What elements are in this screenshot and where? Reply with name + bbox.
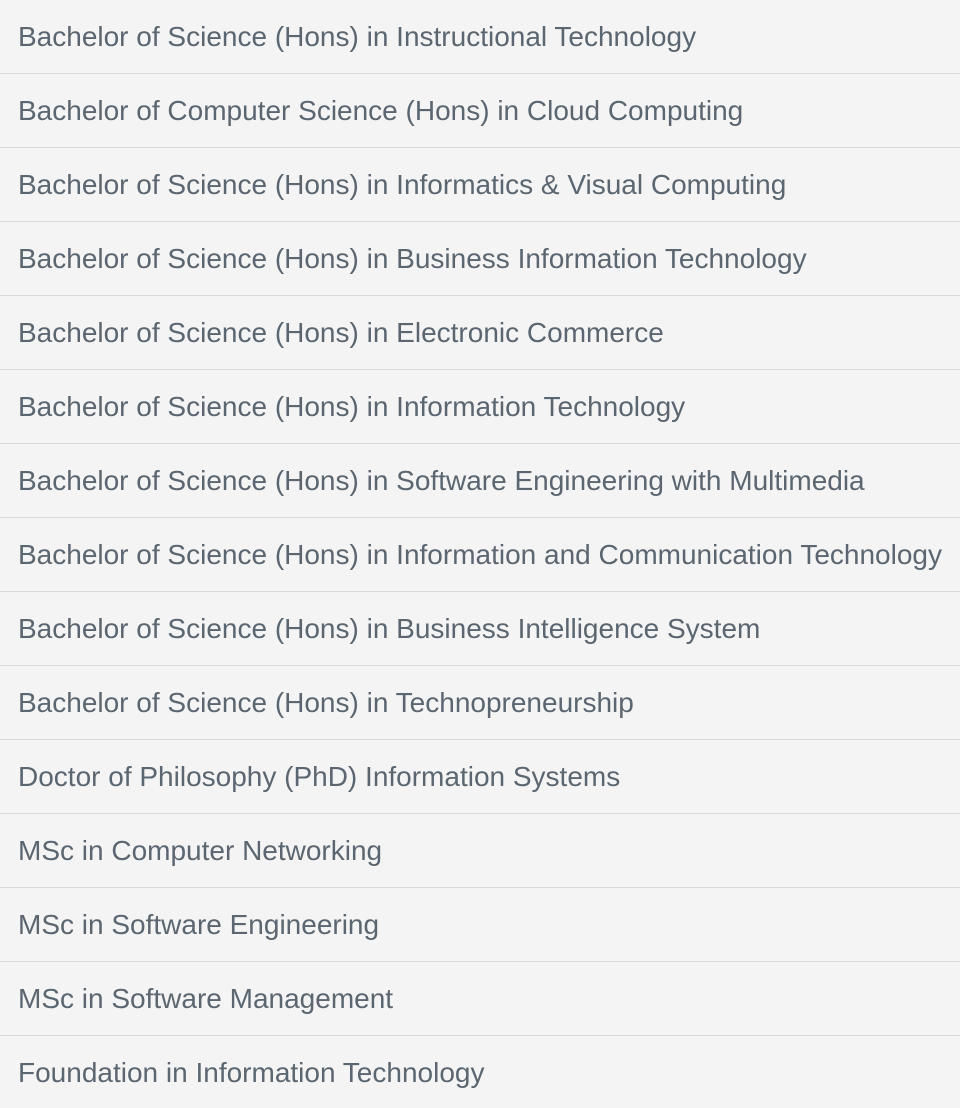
program-list-item[interactable]: Bachelor of Science (Hons) in Business I… <box>0 222 960 296</box>
program-list-item[interactable]: MSc in Software Management <box>0 962 960 1036</box>
program-list-item[interactable]: Bachelor of Science (Hons) in Informatic… <box>0 148 960 222</box>
program-list-item[interactable]: Doctor of Philosophy (PhD) Information S… <box>0 740 960 814</box>
program-list-item[interactable]: Bachelor of Science (Hons) in Instructio… <box>0 0 960 74</box>
program-list-item[interactable]: Bachelor of Science (Hons) in Informatio… <box>0 370 960 444</box>
program-list-item[interactable]: Bachelor of Science (Hons) in Business I… <box>0 592 960 666</box>
program-list-item[interactable]: Bachelor of Science (Hons) in Electronic… <box>0 296 960 370</box>
program-list-item[interactable]: Bachelor of Science (Hons) in Software E… <box>0 444 960 518</box>
program-list-item[interactable]: Bachelor of Science (Hons) in Technopren… <box>0 666 960 740</box>
program-list-item[interactable]: Foundation in Information Technology <box>18 1056 485 1088</box>
program-list-item[interactable]: MSc in Computer Networking <box>0 814 960 888</box>
program-list-item[interactable]: Bachelor of Science (Hons) in Informatio… <box>0 518 960 592</box>
program-list-item[interactable]: MSc in Software Engineering <box>0 888 960 962</box>
program-list-item[interactable]: Bachelor of Computer Science (Hons) in C… <box>0 74 960 148</box>
